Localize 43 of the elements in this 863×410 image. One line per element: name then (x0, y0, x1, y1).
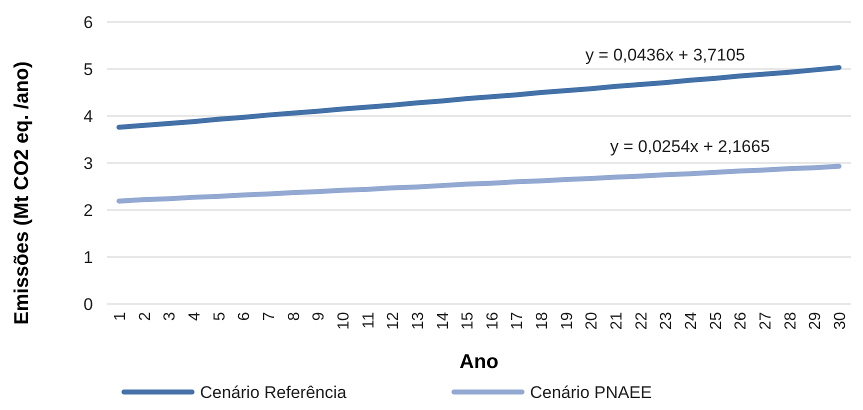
x-tick-label: 28 (782, 312, 800, 330)
y-tick-label: 6 (84, 12, 93, 32)
x-tick-label: 3 (162, 312, 179, 321)
x-tick-label: 9 (310, 312, 328, 321)
annotation: y = 0,0254x + 2,1665 (610, 136, 770, 156)
x-tick-label: 23 (658, 312, 676, 330)
y-tick-label: 1 (84, 248, 93, 267)
x-tick-label: 1 (112, 312, 129, 321)
legend-label: Cenário PNAEE (530, 383, 652, 402)
x-tick-label: 11 (360, 312, 378, 329)
x-tick-label: 26 (732, 312, 750, 330)
x-tick-label: 19 (558, 312, 576, 330)
x-tick-label: 29 (807, 312, 824, 330)
x-tick-label: 22 (633, 312, 650, 330)
y-tick-label: 0 (84, 294, 93, 314)
x-tick-label: 4 (186, 312, 204, 321)
x-tick-label: 27 (758, 312, 775, 330)
x-tick-label: 15 (460, 312, 477, 330)
y-tick-label: 5 (84, 60, 93, 79)
x-tick-label: 25 (708, 312, 725, 330)
x-tick-label: 5 (211, 312, 228, 321)
y-tick-label: 2 (84, 200, 93, 220)
annotation: y = 0,0436x + 3,7105 (585, 46, 746, 65)
x-tick-label: 14 (434, 312, 452, 330)
x-tick-label: 17 (509, 312, 526, 330)
x-tick-label: 8 (286, 312, 303, 321)
x-tick-label: 12 (385, 312, 402, 330)
x-tick-label: 2 (136, 312, 154, 321)
y-tick-label: 3 (84, 154, 93, 173)
x-tick-label: 21 (608, 312, 626, 330)
x-tick-label: 16 (484, 312, 502, 330)
x-tick-label: 13 (410, 312, 427, 330)
x-tick-label: 20 (584, 312, 601, 330)
x-tick-label: 10 (335, 312, 352, 330)
x-axis-title: Ano (460, 351, 498, 373)
x-tick-label: 7 (260, 312, 278, 321)
x-tick-label: 18 (534, 312, 552, 330)
x-tick-label: 6 (236, 312, 254, 321)
x-tick-label: 30 (832, 312, 849, 330)
x-tick-label: 24 (683, 312, 700, 330)
y-axis-title: Emissões (Mt CO2 eq. /ano) (11, 61, 33, 325)
legend-label: Cenário Referência (200, 383, 348, 402)
y-tick-label: 4 (84, 106, 93, 126)
